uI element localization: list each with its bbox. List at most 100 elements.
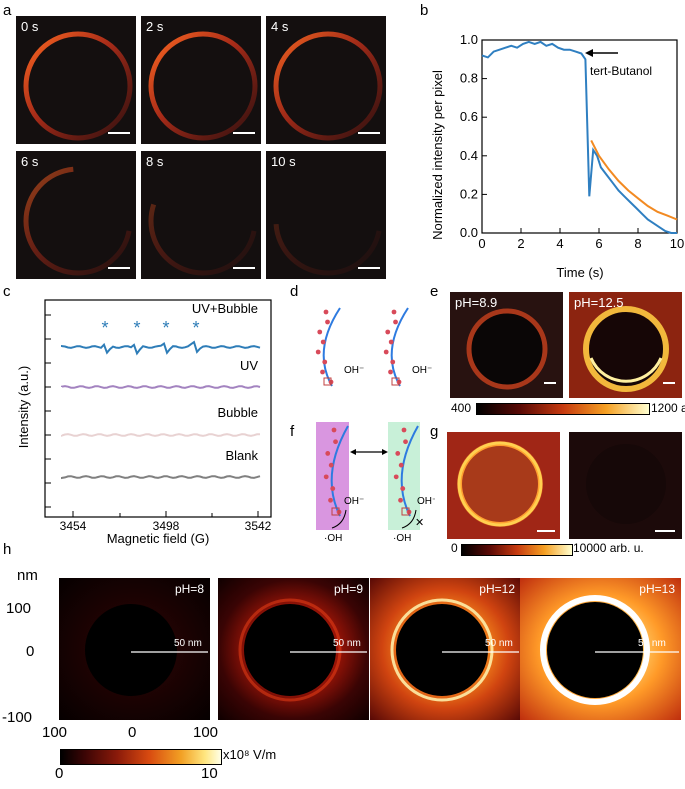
scale-bar	[108, 132, 130, 134]
epr-trace-label: UV+Bubble	[192, 301, 258, 316]
frame-time-label: 4 s	[271, 19, 289, 34]
ion-dot	[322, 359, 328, 365]
oh-ion-label: OH⁻	[344, 496, 364, 507]
frame-tile: 0 s	[16, 16, 136, 144]
ion-dot	[388, 369, 393, 375]
ion-dot	[395, 451, 401, 456]
ion-dot	[328, 462, 334, 468]
ion-dot	[325, 451, 331, 456]
colorbar-h-max: 10	[201, 765, 218, 782]
ph-label: pH=8	[174, 582, 204, 596]
x-tick-label: 2	[517, 236, 524, 251]
radical-arrow	[401, 509, 417, 529]
oh-ion-label: OH⁻	[412, 365, 432, 376]
bubble-ring	[273, 166, 383, 276]
ion-dot	[388, 339, 394, 345]
oh-ion-label: OH⁻	[417, 496, 435, 507]
frame-tile: 8 s	[141, 151, 261, 279]
panel-a-label: a	[3, 2, 12, 19]
ion-dot	[393, 474, 399, 480]
highlight-box	[401, 507, 410, 516]
ion-dot	[320, 339, 326, 345]
epr-trace-label: UV	[240, 358, 258, 373]
scale-bar	[233, 267, 255, 269]
highlight-box	[323, 377, 332, 386]
h-unit-label: nm	[17, 567, 38, 584]
panel-h-label: h	[3, 541, 12, 558]
arrow-head-right	[382, 449, 388, 455]
dmpo-peak-star: *	[133, 318, 140, 338]
colorbar-g-min: 0	[451, 541, 458, 555]
epr-x-label: Magnetic field (G)	[107, 531, 210, 546]
h-xtick-right: 100	[193, 724, 219, 741]
epr-trace-label: Blank	[225, 448, 258, 463]
ph-label: pH=12	[479, 582, 515, 596]
colorbar-h-unit: x10⁸ V/m	[223, 747, 277, 762]
ph-map-tile: pH=8.9	[450, 292, 563, 398]
colorbar-h	[60, 749, 222, 765]
h-xtick-mid: 0	[128, 724, 137, 741]
h-ytick-top: 100	[6, 600, 32, 617]
panel-b-label: b	[420, 2, 429, 19]
ion-dot	[333, 439, 338, 445]
panel-g-label: g	[430, 423, 439, 440]
epr-trace	[61, 385, 261, 389]
scale-bar	[358, 267, 380, 269]
ion-dot	[323, 474, 329, 480]
frame-tile: 2 s	[141, 16, 261, 144]
oh-radical-label: ·OH	[393, 533, 411, 544]
simulated-map-tile	[569, 432, 682, 539]
colorbar-h-min: 0	[55, 765, 64, 782]
epr-y-label: Intensity (a.u.)	[16, 366, 31, 448]
radius-label: 50 nm	[485, 638, 513, 649]
tert-butanol-annotation: tert-Butanol	[590, 64, 652, 78]
x-tick-label: 10	[670, 236, 684, 251]
colorbar-e-min: 400	[451, 401, 472, 415]
ion-dot	[331, 427, 337, 433]
scale-bar	[537, 530, 555, 532]
ion-dot	[403, 439, 408, 445]
bubble-ring	[273, 31, 383, 141]
field-map: pH=8 50 nm	[59, 578, 210, 720]
x-axis-label: Time (s)	[556, 265, 603, 280]
epr-x-tick: 3498	[153, 519, 180, 533]
y-tick-label: 1.0	[460, 32, 478, 47]
frame-time-label: 0 s	[21, 19, 39, 34]
scale-bar	[663, 382, 675, 384]
ph-label: pH=12.5	[574, 295, 624, 310]
epr-trace	[61, 475, 261, 480]
panel-c-label: c	[3, 283, 11, 300]
ion-dot	[383, 349, 389, 355]
highlight-box	[331, 507, 340, 516]
field-map: pH=13 50 nm	[520, 578, 681, 720]
ion-dot	[393, 319, 398, 325]
bubble-ring-image	[266, 151, 386, 279]
radical-arrow	[331, 509, 347, 529]
y-tick-label: 0.4	[460, 148, 478, 163]
oh-radical-label: ·OH	[324, 533, 342, 544]
dmpo-peak-star: *	[101, 318, 108, 338]
ion-dot	[323, 309, 329, 315]
simulated-bubble-dark	[586, 444, 666, 524]
interface-schematic: OH⁻ OH⁻	[315, 307, 432, 387]
panel-d-label: d	[290, 283, 299, 300]
bubble-ring-image	[16, 151, 136, 279]
y-tick-label: 0.6	[460, 109, 478, 124]
x-tick-label: 4	[556, 236, 563, 251]
dmpo-peak-star: *	[192, 318, 199, 338]
colorbar-g-max: 10000 arb. u.	[573, 541, 644, 555]
radius-label: 50 nm	[333, 638, 361, 649]
epr-trace	[61, 433, 261, 437]
bubble-ring	[148, 166, 258, 276]
y-axis-label: Normalized intensity per pixel	[430, 70, 445, 240]
colorbar-e	[476, 403, 650, 415]
epr-x-tick: 3454	[60, 519, 87, 533]
panel-f-label: f	[290, 423, 295, 440]
ion-dot	[317, 329, 323, 335]
scale-bar	[358, 132, 380, 134]
chart-frame	[481, 39, 678, 234]
epr-trace-label: Bubble	[218, 405, 258, 420]
frame-tile: 10 s	[266, 151, 386, 279]
colorbar-e-max: 1200 arb. u.	[651, 401, 685, 415]
